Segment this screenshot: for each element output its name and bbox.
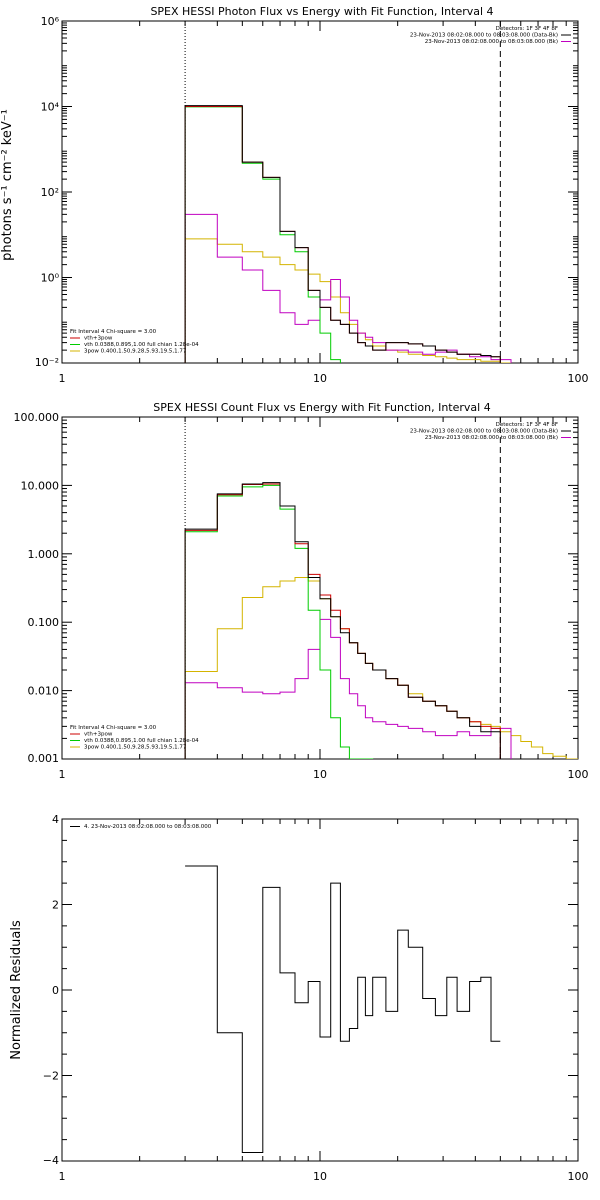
count-flux-plot-area: 1 10 100 0.001 0.010 0.100 1.000 10.000 100.000 D… (14, 411, 589, 781)
x-tick-label: 10 (313, 372, 327, 385)
y-tick-label: 0.001 (28, 752, 60, 765)
y-tick-label: 4 (52, 813, 59, 826)
photon-flux-plot-area: 1 10 100 10⁻² 10⁰ 10² 10⁴ 10⁶ Detectors: 1F 3F 4… (35, 15, 589, 385)
series-group (184, 21, 512, 363)
series-group (184, 417, 578, 759)
vth-series-line (184, 106, 341, 363)
legend-entry: vth+3pow (84, 336, 113, 342)
y-tick-label: 10⁻² (35, 356, 59, 369)
x-tick-label: 100 (568, 768, 589, 781)
legend-entry: 23-Nov-2013 08:02:08.000 to 08:03:08.000… (425, 435, 558, 441)
y-tick-label: −4 (43, 1154, 59, 1167)
residuals-plot-area: 1 10 100 −4 −2 0 2 4 4. 23-Nov-2013 08:02:08.000… (43, 813, 589, 1183)
x-tick-label: 10 (313, 768, 327, 781)
legend-entry: 23-Nov-2013 08:02:08.000 to 08:03:08.000… (410, 33, 558, 39)
residuals-series-line (185, 865, 501, 1153)
y-tick-label: 0.010 (28, 685, 60, 698)
x-tick-label: 1 (59, 1170, 66, 1183)
legend-entry: Fit Interval 4 Chi-square = 3.00 (70, 329, 157, 335)
count-flux-panel: SPEX HESSI Count Flux vs Energy with Fit… (14, 401, 589, 781)
data-bk-series-line (184, 482, 501, 759)
legend-entry: 3pow 0.400,1.50,9.28,5.93,19.5,1.77 (84, 349, 187, 355)
legend-entry: vth 0.0388,0.895,1.00 full chian 1.28e-0… (84, 342, 199, 348)
x-tick-label: 100 (568, 372, 589, 385)
y-tick-label: 10.000 (21, 479, 60, 492)
3pow-series-line (184, 238, 512, 363)
legend-entry: Detectors: 1F 3F 4F 8F (496, 422, 558, 428)
y-tick-label: 10² (41, 186, 59, 199)
residuals-panel: Normalized Residuals 1 10 100 −4 −2 0 2 4 4. 23-… (9, 813, 589, 1183)
legend-entry: 4. 23-Nov-2013 08:02:08.000 to 08:03:08.… (84, 824, 212, 830)
vth-3pow-series-line (184, 106, 501, 363)
x-tick-label: 1 (59, 768, 66, 781)
legend-entry: vth+3pow (84, 732, 113, 738)
legend-entry: 23-Nov-2013 08:02:08.000 to 08:03:08.000… (410, 429, 558, 435)
legend-entry: 3pow 0.400,1.50,9.28,5.93,19.5,1.77 (84, 745, 187, 751)
data-bk-series-line (184, 105, 501, 363)
photon-flux-panel: SPEX HESSI Photon Flux vs Energy with Fi… (0, 5, 589, 385)
y-tick-label: 10⁶ (41, 15, 60, 28)
bk-series-line (184, 213, 512, 363)
bk-series-line (184, 618, 512, 759)
x-tick-label: 10 (313, 1170, 327, 1183)
count-flux-title: SPEX HESSI Count Flux vs Energy with Fit… (153, 401, 490, 414)
y-tick-label: 100.000 (14, 411, 60, 424)
y-tick-label: 10⁴ (41, 101, 60, 114)
legend-entry: Detectors: 1F 3F 4F 8F (496, 26, 558, 32)
x-tick-label: 1 (59, 372, 66, 385)
legend-entry: Fit Interval 4 Chi-square = 3.00 (70, 725, 157, 731)
y-tick-label: 2 (52, 899, 59, 912)
series-group (185, 865, 501, 1153)
y-tick-label: 1.000 (28, 548, 60, 561)
legend-entry: 23-Nov-2013 08:02:08.000 to 08:03:08.000… (425, 39, 558, 45)
y-tick-label: −2 (43, 1070, 59, 1083)
3pow-series-line (184, 577, 578, 759)
residuals-y-axis-label: Normalized Residuals (9, 920, 24, 1060)
photon-flux-title: SPEX HESSI Photon Flux vs Energy with Fi… (150, 5, 493, 18)
y-tick-label: 0 (52, 984, 59, 997)
legend-entry: vth 0.0388,0.895,1.00 full chian 1.28e-0… (84, 738, 199, 744)
photon-flux-y-axis-label: photons s⁻¹ cm⁻² keV⁻¹ (0, 109, 15, 261)
y-tick-label: 10⁰ (41, 272, 60, 285)
x-tick-label: 100 (568, 1170, 589, 1183)
y-tick-label: 0.100 (28, 616, 60, 629)
